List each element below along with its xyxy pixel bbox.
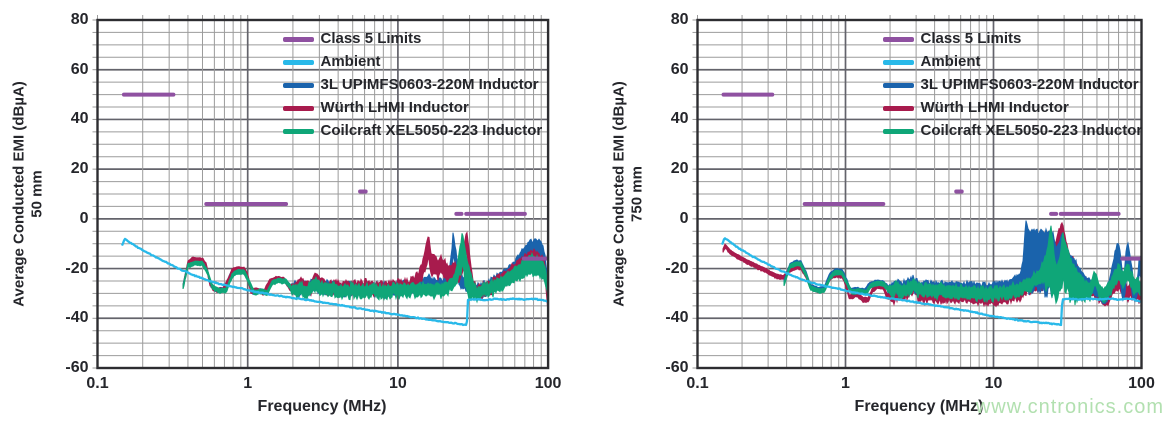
y-tick-label: -20: [65, 259, 89, 277]
left-chart-x-axis-title: Frequency (MHz): [257, 398, 387, 415]
plot-frame: [96, 18, 550, 370]
legend-label: 3L UPIMFS0603-220M Inductor: [320, 76, 539, 93]
chart-panel-1: [692, 15, 1143, 370]
y-tick-label: 20: [670, 160, 689, 178]
y-tick-label: 60: [670, 60, 689, 78]
legend-swatch-cyan: [282, 60, 314, 65]
legend-label: Würth LHMI Inductor: [320, 99, 469, 116]
legend-label: Coilcraft XEL5050-223 Inductor: [920, 122, 1143, 139]
legend-swatch-purple: [282, 37, 314, 42]
legend-swatch-cyan: [882, 60, 914, 65]
legend-label: 3L UPIMFS0603-220M Inductor: [920, 76, 1139, 93]
y-tick-label: -20: [665, 259, 689, 277]
x-tick-label: 0.1: [86, 375, 109, 392]
legend-label: Class 5 Limits: [320, 30, 422, 47]
y-tick-label: 60: [70, 60, 89, 78]
y-tick-label: -60: [65, 359, 89, 376]
left-chart-y-axis-title: Average Conducted EMI (dBµA): [10, 81, 28, 307]
x-tick-label: 100: [1128, 375, 1155, 392]
legend-label: Coilcraft XEL5050-223 Inductor: [320, 122, 543, 139]
y-tick-label: -40: [65, 309, 89, 327]
y-tick-label: 80: [70, 11, 89, 28]
x-tick-label: 10: [984, 375, 1003, 392]
series-cyan: [720, 237, 1142, 327]
chart-panel-0: [92, 15, 550, 370]
series-layer: [120, 92, 549, 327]
x-tick-label: 100: [534, 375, 562, 392]
legend-label: Class 5 Limits: [920, 30, 1022, 47]
x-tick-label: 1: [841, 375, 850, 392]
y-tick-label: 40: [670, 110, 689, 128]
legend-swatch-red: [882, 106, 914, 111]
legend-swatch-blue: [282, 83, 314, 88]
x-tick-label: 10: [388, 375, 407, 392]
y-tick-label: -40: [665, 309, 689, 327]
y-tick-label: -60: [665, 359, 689, 376]
x-tick-label: 0.1: [686, 375, 709, 392]
plot-frame: [696, 18, 1143, 370]
legend-label: Ambient: [320, 53, 381, 70]
right-chart-x-axis-title: Frequency (MHz): [854, 398, 984, 415]
legend-swatch-purple: [882, 37, 914, 42]
y-tick-label: 40: [70, 110, 89, 128]
watermark: www.cntronics.com: [975, 396, 1164, 418]
y-tick-label: 0: [79, 209, 89, 227]
series-layer: [720, 92, 1142, 327]
legend-swatch-blue: [882, 83, 914, 88]
y-tick-label: 80: [670, 11, 689, 28]
series-cyan: [120, 237, 549, 327]
legend-swatch-red: [282, 106, 314, 111]
y-tick-label: 20: [70, 160, 89, 178]
legend-label: Würth LHMI Inductor: [920, 99, 1069, 116]
y-tick-label: 0: [679, 209, 689, 227]
x-tick-label: 1: [243, 375, 253, 392]
legend-swatch-green: [882, 129, 914, 134]
legend-label: Ambient: [920, 53, 981, 70]
right-chart-y-axis-title: Average Conducted EMI (dBµA): [610, 81, 628, 307]
legend-swatch-green: [282, 129, 314, 134]
